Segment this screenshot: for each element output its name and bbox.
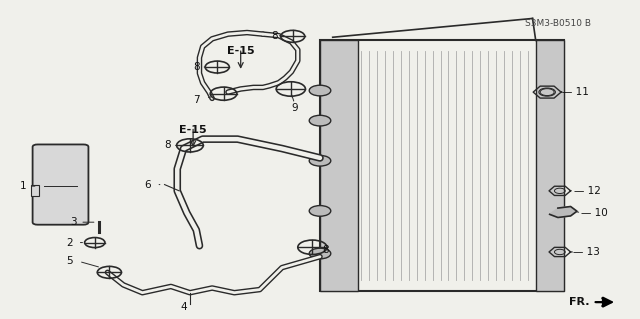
Text: E-15: E-15 (227, 46, 255, 56)
Circle shape (309, 85, 331, 96)
Text: 8: 8 (164, 140, 171, 150)
Bar (536, 41, 564, 291)
Text: — 11: — 11 (563, 87, 589, 97)
Text: E-15: E-15 (179, 125, 207, 135)
Circle shape (309, 248, 331, 259)
Text: 1: 1 (20, 181, 26, 191)
Text: FR.: FR. (569, 297, 589, 307)
Circle shape (309, 115, 331, 126)
Text: 8: 8 (322, 245, 328, 256)
Text: 5: 5 (66, 256, 73, 266)
Circle shape (309, 155, 331, 166)
Text: — 10: — 10 (581, 208, 608, 218)
Circle shape (309, 205, 331, 216)
Bar (320, 41, 358, 291)
Text: 8: 8 (271, 31, 278, 41)
Polygon shape (550, 206, 577, 218)
Bar (320, 41, 564, 291)
FancyBboxPatch shape (33, 145, 88, 225)
Text: 2: 2 (66, 238, 73, 248)
Text: — 13: — 13 (573, 247, 600, 257)
FancyArrowPatch shape (596, 298, 612, 307)
Text: — 12: — 12 (574, 186, 601, 196)
Bar (31, 185, 39, 196)
Text: 6: 6 (144, 180, 151, 189)
Text: 4: 4 (180, 302, 187, 312)
Text: 9: 9 (291, 103, 298, 113)
Text: 3: 3 (70, 217, 77, 227)
Text: 7: 7 (193, 95, 200, 105)
Text: S3M3-B0510 B: S3M3-B0510 B (525, 19, 591, 28)
Text: 8: 8 (193, 62, 200, 72)
